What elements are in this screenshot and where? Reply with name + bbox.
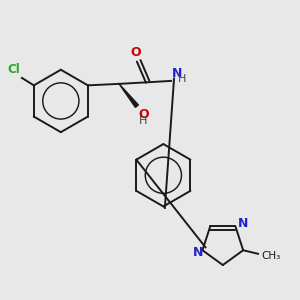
Text: O: O — [130, 46, 141, 59]
Text: H: H — [138, 116, 147, 126]
Text: CH₃: CH₃ — [261, 250, 280, 261]
Text: N: N — [193, 246, 203, 259]
Text: Cl: Cl — [8, 63, 20, 76]
Text: N: N — [172, 67, 182, 80]
Polygon shape — [119, 84, 138, 107]
Text: O: O — [138, 108, 149, 121]
Text: N: N — [238, 218, 248, 230]
Text: H: H — [178, 74, 186, 84]
